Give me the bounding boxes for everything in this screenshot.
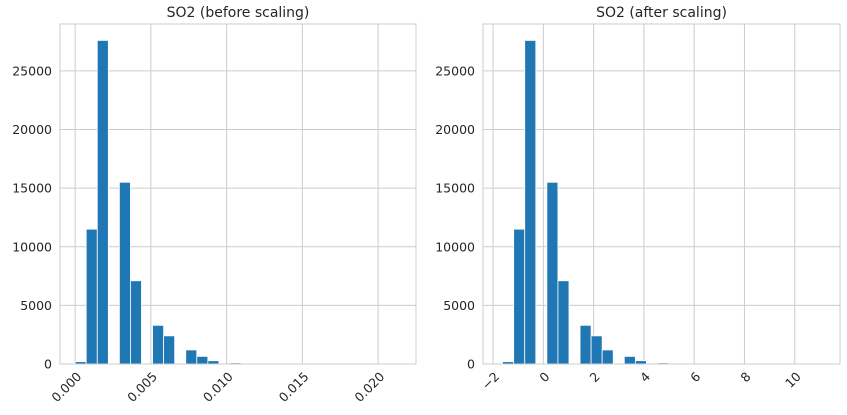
x-tick-label: 2 <box>587 369 603 385</box>
x-tick-label: 0.000 <box>48 369 84 405</box>
histogram-bar <box>96 40 109 365</box>
y-tick-label: 20000 <box>435 122 475 137</box>
histogram-bar <box>196 355 209 365</box>
x-tick-label: 0.010 <box>200 369 236 405</box>
chart-title: SO2 (after scaling) <box>596 5 727 21</box>
y-tick-label: 15000 <box>12 181 52 196</box>
x-tick-label: 0 <box>536 369 552 385</box>
histogram-bar <box>85 228 98 365</box>
gridlines <box>483 24 840 365</box>
x-tick-label: −2 <box>479 369 503 393</box>
x-tick-label: 0.020 <box>351 369 387 405</box>
panel-after-scaling: SO2 (after scaling) 0 5000 10000 15000 20000… <box>435 5 841 393</box>
y-tick-label: 0 <box>467 357 475 372</box>
x-tick-label: 6 <box>687 369 703 385</box>
histogram-bar <box>590 335 603 365</box>
histogram-bar <box>118 181 131 365</box>
histogram-bar <box>579 324 592 365</box>
bars <box>502 40 813 365</box>
y-tick-label: 10000 <box>12 239 52 254</box>
y-tick-label: 25000 <box>435 63 475 78</box>
y-tick-label: 5000 <box>20 298 52 313</box>
y-tick-label: 10000 <box>435 239 475 254</box>
histogram-bar <box>557 280 570 365</box>
histogram-bar <box>152 324 165 365</box>
x-tick-label: 0.015 <box>276 369 312 405</box>
chart-title: SO2 (before scaling) <box>167 5 310 21</box>
gridlines <box>60 24 416 365</box>
y-tick-label: 15000 <box>435 181 475 196</box>
histogram-bar <box>185 349 198 365</box>
x-tick-label: 8 <box>737 369 753 385</box>
histogram-bar <box>623 355 636 365</box>
x-tick-label: 0.005 <box>124 369 160 405</box>
plot-frame <box>482 23 841 365</box>
y-tick-label: 25000 <box>12 63 52 78</box>
plot-frame <box>59 23 417 365</box>
histogram-bar <box>601 349 614 365</box>
x-tick-label: 4 <box>637 369 653 385</box>
histogram-bar <box>163 335 176 365</box>
x-tick-label: 10 <box>782 369 804 391</box>
histogram-bar <box>524 40 537 365</box>
bars <box>74 40 408 365</box>
histogram-bar <box>513 228 526 365</box>
y-tick-label: 20000 <box>12 122 52 137</box>
histogram-bar <box>130 280 142 365</box>
y-tick-label: 5000 <box>443 298 475 313</box>
y-tick-label: 0 <box>44 357 52 372</box>
histogram-bar <box>546 181 559 365</box>
panel-before-scaling: SO2 (before scaling) 0 5000 10000 15000 2000… <box>12 5 417 405</box>
